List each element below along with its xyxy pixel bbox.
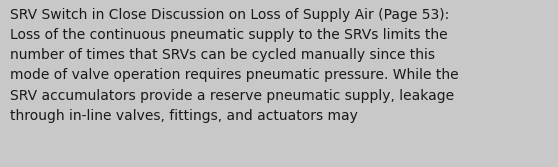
Text: SRV Switch in Close Discussion on Loss of Supply Air (Page 53):
Loss of the cont: SRV Switch in Close Discussion on Loss o… <box>10 8 459 123</box>
